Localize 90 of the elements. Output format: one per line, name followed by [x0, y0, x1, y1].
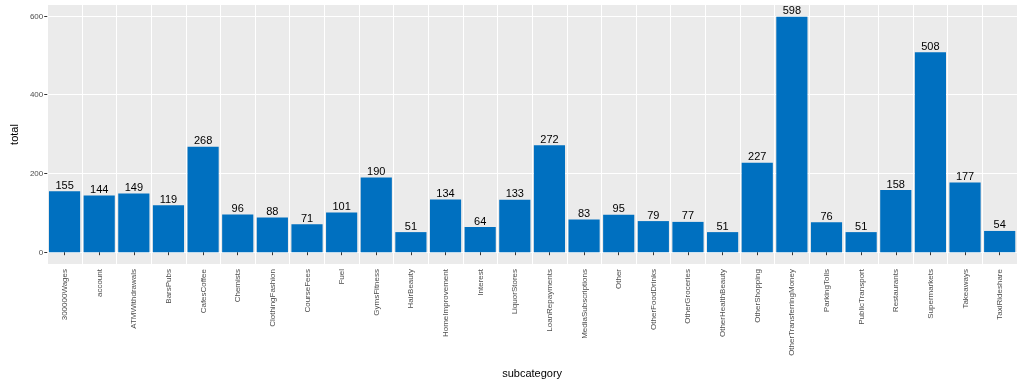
data-label: 133 — [505, 187, 524, 200]
x-tick-label: HairBeauty — [406, 269, 416, 309]
x-tick-label: Fuel — [337, 268, 347, 285]
data-label: 88 — [266, 205, 279, 218]
x-tick-label: OtherShopping — [752, 269, 762, 323]
bar — [48, 191, 81, 253]
x-tick-label: CafesCoffee — [198, 268, 208, 314]
x-tick-label: Restaurants — [891, 269, 901, 313]
bar — [845, 232, 877, 253]
data-label: 54 — [993, 218, 1006, 231]
bar — [222, 214, 254, 253]
bar — [741, 162, 773, 253]
x-tick-label: BarsPubs — [163, 269, 173, 304]
data-label: 598 — [782, 4, 802, 17]
bar — [326, 212, 358, 253]
bar — [291, 224, 323, 253]
x-tick-label: ClothingFashion — [267, 269, 277, 327]
data-label: 134 — [436, 186, 455, 199]
bar — [118, 193, 150, 253]
bar — [984, 230, 1016, 253]
bar — [464, 227, 496, 253]
bar — [949, 182, 981, 253]
bar — [810, 222, 843, 253]
bar — [914, 52, 946, 253]
data-label: 51 — [404, 219, 418, 232]
data-label: 95 — [612, 202, 625, 215]
data-label: 119 — [159, 192, 178, 205]
x-tick-label: CourseFees — [302, 269, 312, 313]
data-label: 190 — [367, 164, 386, 177]
x-axis-title: subcategory — [502, 366, 563, 379]
data-label: 227 — [748, 150, 767, 163]
bar — [568, 219, 600, 253]
bar — [360, 177, 392, 253]
x-tick-label: Supermarkets — [925, 269, 935, 319]
data-label: 96 — [231, 201, 244, 214]
y-tick-label: 200 — [29, 168, 44, 178]
x-tick-label: Other — [614, 268, 624, 290]
x-tick-label: LiquorStores — [510, 269, 520, 315]
bar — [880, 190, 912, 253]
y-axis-title: total — [7, 124, 20, 145]
bar — [499, 199, 531, 253]
x-tick-label: PublicTransport — [856, 268, 866, 325]
data-label: 71 — [300, 211, 314, 224]
x-tick-label: OtherHealthBeauty — [718, 269, 728, 338]
x-tick-label: 300000Wages — [60, 269, 70, 321]
x-tick-label: Interest — [475, 268, 485, 296]
data-label: 79 — [647, 208, 660, 221]
x-tick-label: LoanRepayments — [544, 269, 554, 332]
data-label: 508 — [921, 39, 940, 52]
data-label: 155 — [55, 178, 74, 191]
data-label: 149 — [124, 181, 144, 194]
bar — [395, 232, 427, 253]
x-tick-label: TaxiRideshare — [995, 268, 1005, 320]
data-label: 76 — [820, 209, 833, 222]
x-tick-label: GymsFitness — [371, 269, 381, 316]
data-label: 158 — [886, 177, 905, 190]
x-tick-label: Takeaways — [960, 269, 970, 309]
x-tick-label: MediaSubscriptions — [579, 269, 589, 339]
data-label: 272 — [540, 132, 559, 145]
data-label: 83 — [577, 207, 591, 220]
data-label: 101 — [332, 199, 351, 212]
data-label: 64 — [474, 214, 487, 227]
bar — [187, 146, 219, 253]
bar — [637, 221, 669, 253]
x-tick-label: account — [94, 268, 104, 298]
bar — [429, 199, 462, 253]
y-tick-label: 400 — [29, 90, 44, 100]
y-tick-label: 0 — [38, 247, 44, 257]
x-tick-label: ParkingTolls — [822, 269, 832, 313]
data-label: 268 — [193, 134, 213, 147]
data-label: 77 — [681, 209, 695, 222]
data-label: 144 — [90, 183, 109, 196]
x-tick-label: OtherGroceries — [683, 269, 693, 324]
x-tick-label: HomeImprovement — [441, 268, 451, 338]
x-tick-label: Chemists — [233, 269, 243, 303]
bar — [672, 221, 704, 253]
bar — [533, 145, 566, 253]
bar — [256, 217, 288, 253]
bar — [603, 214, 635, 253]
data-label: 51 — [716, 219, 729, 232]
x-tick-label: ATMWithdrawals — [129, 269, 139, 329]
data-label: 51 — [855, 219, 868, 232]
bar — [152, 205, 185, 253]
bar — [707, 232, 739, 253]
bar — [83, 195, 115, 253]
x-tick-label: OtherFoodDrinks — [648, 269, 658, 330]
bar — [776, 16, 808, 253]
x-tick-label: OtherTransferringMoney — [787, 269, 797, 356]
data-label: 177 — [955, 170, 975, 183]
y-tick-label: 600 — [29, 11, 44, 21]
